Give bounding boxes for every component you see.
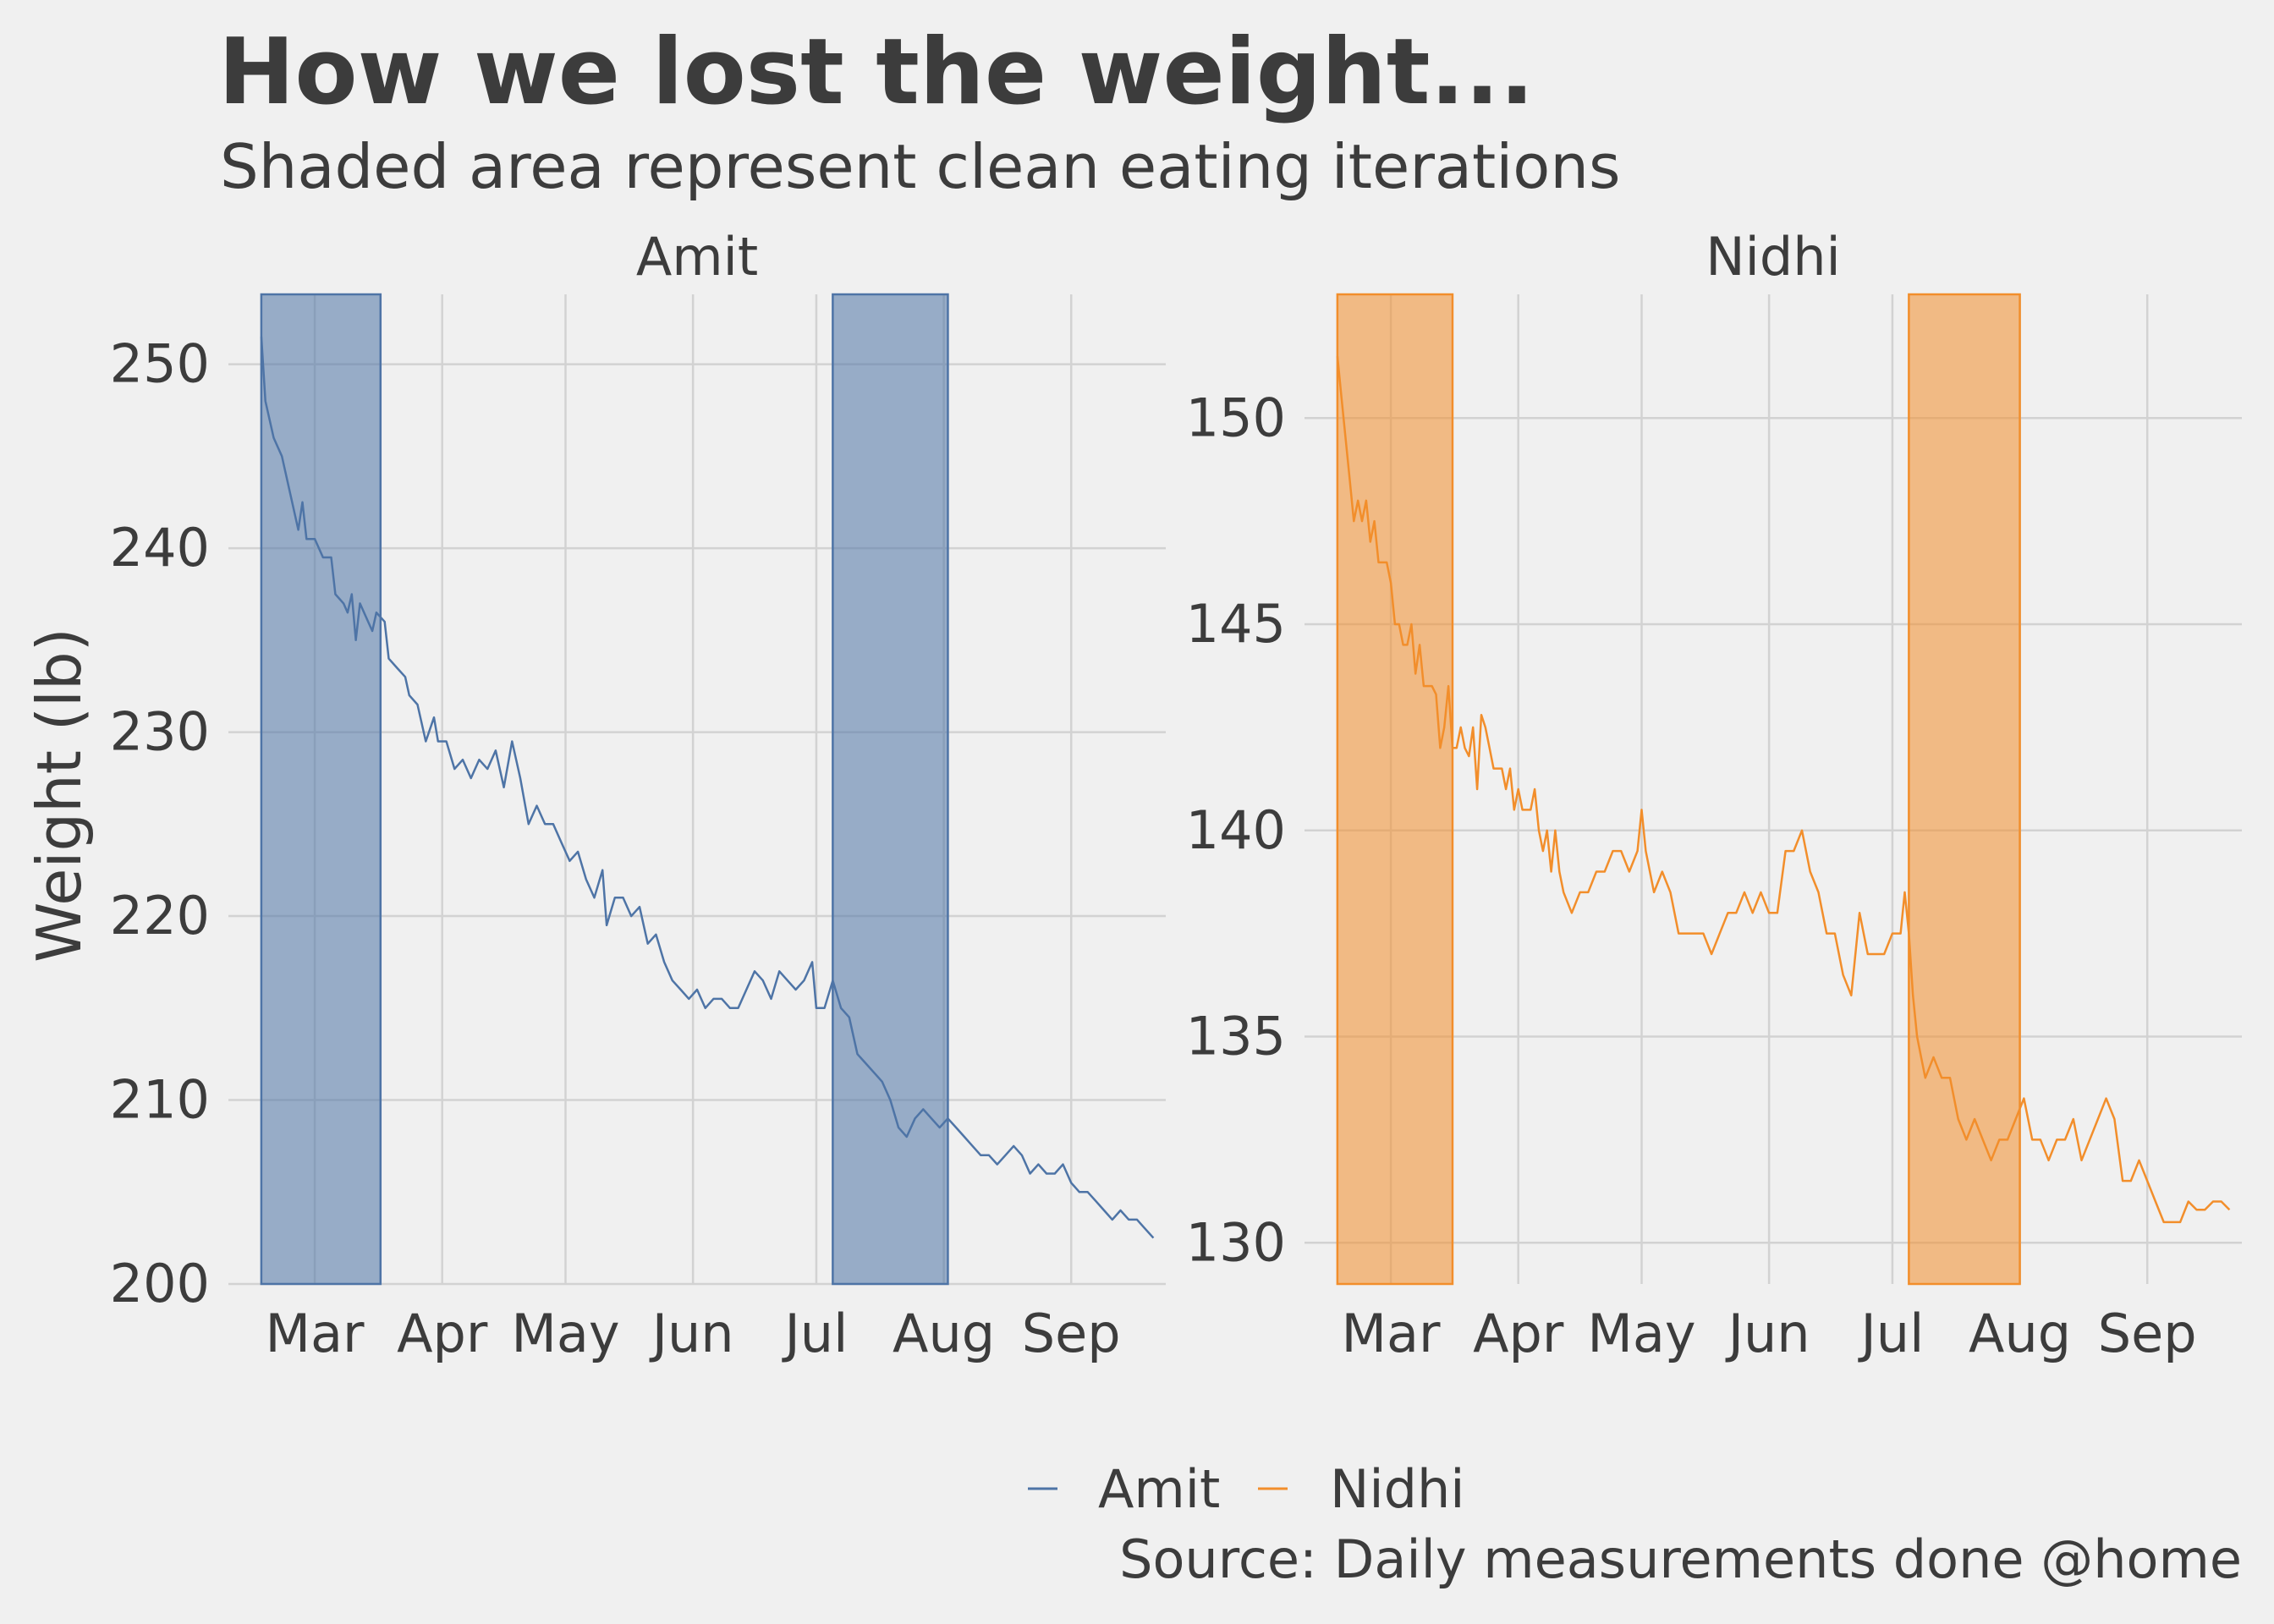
y-tick-label: 140 xyxy=(1186,799,1286,861)
facet-title-nidhi: Nidhi xyxy=(1706,226,1840,288)
legend: Amit Nidhi xyxy=(1028,1458,1464,1520)
series-line-amit xyxy=(260,336,1155,1239)
series-line-nidhi xyxy=(1336,355,2231,1224)
facet-title-amit: Amit xyxy=(636,226,758,288)
y-tick-label: 250 xyxy=(110,333,210,395)
y-tick-label: 135 xyxy=(1186,1006,1286,1067)
y-tick-label: 240 xyxy=(110,517,210,579)
facet-panel-amit: 200 210 220 230 240 250 Mar Apr May Jun Jul Aug Sep A… xyxy=(110,226,1166,1364)
x-tick-label: Aug xyxy=(1969,1303,2071,1364)
y-tick-label: 220 xyxy=(110,885,210,946)
x-tick-label: Aug xyxy=(893,1303,995,1364)
x-tick-label: Apr xyxy=(1473,1303,1564,1364)
y-tick-label: 230 xyxy=(110,701,210,763)
y-tick-label: 145 xyxy=(1186,593,1286,655)
y-axis-label: Weight (lb) xyxy=(24,628,95,963)
x-tick-label: Jul xyxy=(782,1303,849,1364)
x-tick-label: Mar xyxy=(266,1303,365,1364)
legend-label-amit: Amit xyxy=(1098,1458,1220,1520)
x-tick-label: Apr xyxy=(397,1303,488,1364)
y-tick-label: 200 xyxy=(110,1253,210,1314)
x-tick-label: Mar xyxy=(1342,1303,1441,1364)
shaded-period-amit xyxy=(260,293,382,1286)
x-tick-label: Jun xyxy=(1725,1303,1810,1364)
shaded-period-amit xyxy=(832,293,949,1286)
x-tick-label: Jul xyxy=(1858,1303,1925,1364)
x-tick-label: May xyxy=(511,1303,619,1364)
chart-title: How we lost the weight... xyxy=(218,19,1535,125)
shaded-period-nidhi xyxy=(1908,293,2021,1286)
chart-subtitle: Shaded area represent clean eating itera… xyxy=(220,131,1620,202)
y-tick-label: 130 xyxy=(1186,1211,1286,1273)
y-tick-label: 210 xyxy=(110,1069,210,1131)
x-tick-label: Jun xyxy=(649,1303,734,1364)
x-tick-label: May xyxy=(1587,1303,1695,1364)
shaded-period-nidhi xyxy=(1336,293,1454,1286)
x-tick-label: Sep xyxy=(1022,1303,1121,1364)
x-tick-label: Sep xyxy=(2098,1303,2197,1364)
chart-caption: Source: Daily measurements done @home xyxy=(1119,1528,2242,1590)
legend-label-nidhi: Nidhi xyxy=(1330,1458,1464,1520)
y-tick-label: 150 xyxy=(1186,387,1286,448)
facet-panel-nidhi: 130 135 140 145 150 Mar Apr May Jun Jul Aug Sep Nidh… xyxy=(1186,226,2242,1364)
